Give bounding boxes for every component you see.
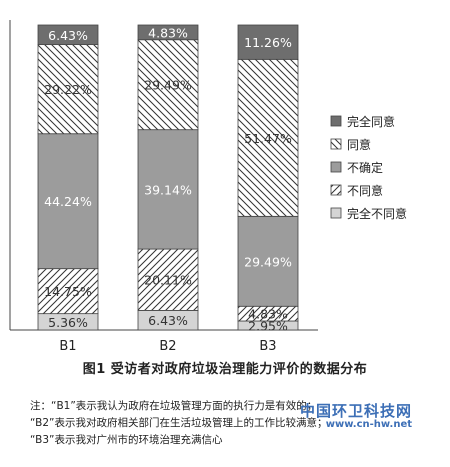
bar-segment-b3-3 bbox=[237, 58, 299, 217]
data-label-b3-3: 51.47% bbox=[244, 131, 292, 146]
category-label-b1: B1 bbox=[59, 339, 76, 354]
legend-swatch-2 bbox=[330, 161, 342, 173]
legend-swatch-3 bbox=[330, 184, 342, 196]
bar-segment-b2-4 bbox=[137, 24, 199, 41]
data-label-b2-4: 4.83% bbox=[148, 25, 188, 40]
data-label-b2-3: 29.49% bbox=[144, 78, 192, 93]
bar-segment-b3-2 bbox=[237, 215, 299, 307]
data-label-b1-1: 14.75% bbox=[44, 284, 92, 299]
legend-swatch-1 bbox=[330, 138, 342, 150]
segment-labels-group: 5.36% 14.75% 44.24% 29.22% 6.43% 6.43% 20.11% 3… bbox=[44, 25, 292, 333]
data-label-b2-1: 20.11% bbox=[144, 273, 192, 288]
legend-label-0: 完全同意 bbox=[347, 114, 395, 129]
stacked-bar-chart: 5.36% 14.75% 44.24% 29.22% 6.43% 6.43% 20.11% 3… bbox=[9, 20, 407, 354]
legend-label-4: 完全不同意 bbox=[347, 206, 407, 221]
watermark: 中国环卫科技网 www.cn-hw.net bbox=[300, 400, 412, 430]
data-label-b2-2: 39.14% bbox=[144, 182, 192, 197]
data-label-b3-1: 4.83% bbox=[248, 307, 288, 322]
data-label-b3-0: 2.95% bbox=[248, 319, 288, 334]
note-line-2: “B2”表示我对政府相关部门在生活垃圾管理上的工作比较满意； bbox=[30, 417, 328, 429]
data-label-b1-4: 6.43% bbox=[48, 28, 88, 43]
data-label-b1-3: 29.22% bbox=[44, 82, 92, 97]
data-label-b1-0: 5.36% bbox=[48, 315, 88, 330]
watermark-url: www.cn-hw.net bbox=[325, 419, 413, 430]
data-label-b3-4: 11.26% bbox=[244, 35, 292, 50]
legend-swatch-4 bbox=[330, 207, 342, 219]
bars-group bbox=[37, 24, 299, 331]
bar-segment-b2-1 bbox=[137, 248, 199, 311]
bar-segment-b1-2 bbox=[37, 133, 99, 270]
figure-caption: 图1 受访者对政府垃圾治理能力评价的数据分布 bbox=[82, 362, 368, 377]
bar-segment-b2-2 bbox=[137, 129, 199, 250]
bar-segment-b1-1 bbox=[37, 268, 99, 315]
data-label-b1-2: 44.24% bbox=[44, 194, 92, 209]
bar-segment-b3-4 bbox=[237, 24, 299, 60]
data-label-b3-2: 29.49% bbox=[244, 254, 292, 269]
note-line-3: “B3”表示我对广州市的环境治理充满信心 bbox=[30, 434, 223, 446]
notes: 注：“B1”表示我认为政府在垃圾管理方面的执行力是有效的； “B2”表示我对政府… bbox=[30, 398, 327, 449]
bar-segment-b1-4 bbox=[37, 24, 99, 46]
watermark-title: 中国环卫科技网 bbox=[300, 402, 413, 420]
legend-label-1: 同意 bbox=[347, 137, 371, 152]
data-label-b2-0: 6.43% bbox=[148, 313, 188, 328]
note-line-1: 注：“B1”表示我认为政府在垃圾管理方面的执行力是有效的； bbox=[30, 400, 318, 412]
legend-label-2: 不确定 bbox=[347, 160, 383, 175]
legend-label-3: 不同意 bbox=[347, 183, 383, 198]
category-labels-group: B1 B2 B3 bbox=[59, 339, 276, 354]
legend-swatch-0 bbox=[330, 115, 342, 127]
category-label-b3: B3 bbox=[259, 339, 276, 354]
category-label-b2: B2 bbox=[159, 339, 176, 354]
